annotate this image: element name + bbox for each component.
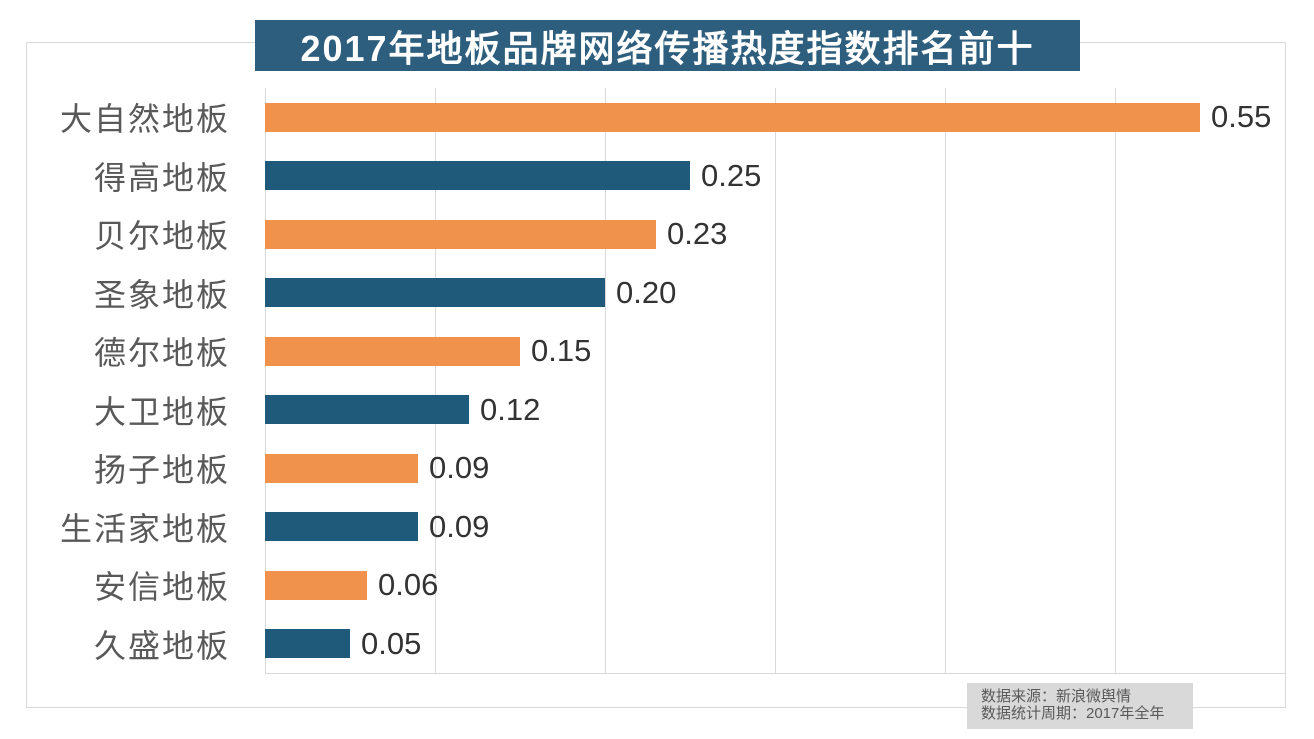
source-line-1: 数据来源：新浪微舆情 — [981, 688, 1132, 705]
value-label: 0.55 — [1211, 99, 1272, 135]
value-label: 0.12 — [480, 391, 541, 427]
value-label: 0.25 — [701, 157, 762, 193]
category-label: 扬子地板 — [93, 452, 230, 489]
bar — [265, 512, 418, 541]
category-label: 圣象地板 — [93, 276, 230, 313]
value-label: 0.23 — [667, 216, 728, 252]
value-label: 0.20 — [616, 274, 677, 310]
bar — [265, 337, 520, 366]
category-label: 生活家地板 — [59, 510, 230, 547]
bar — [265, 220, 656, 249]
bar — [265, 103, 1200, 132]
category-label: 德尔地板 — [93, 335, 230, 372]
gridline — [1285, 88, 1286, 673]
category-label: 安信地板 — [93, 569, 230, 606]
category-label: 得高地板 — [93, 159, 230, 196]
category-label: 久盛地板 — [93, 627, 230, 664]
source-note: 数据来源：新浪微舆情 数据统计周期：2017年全年 — [967, 683, 1193, 729]
x-axis-baseline — [265, 673, 1286, 674]
gridline — [1115, 88, 1116, 673]
gridline — [605, 88, 606, 673]
chart-title: 2017年地板品牌网络传播热度指数排名前十 — [255, 20, 1080, 71]
gridline — [265, 88, 266, 673]
bar — [265, 571, 367, 600]
gridline — [945, 88, 946, 673]
value-label: 0.05 — [361, 625, 422, 661]
category-label: 大自然地板 — [59, 101, 230, 138]
bar — [265, 395, 469, 424]
bar — [265, 454, 418, 483]
category-label: 贝尔地板 — [93, 218, 230, 255]
bar — [265, 161, 690, 190]
value-label: 0.06 — [378, 567, 439, 603]
gridline — [775, 88, 776, 673]
category-label: 大卫地板 — [93, 393, 230, 430]
source-line-2: 数据统计周期：2017年全年 — [981, 705, 1165, 722]
value-label: 0.09 — [429, 450, 490, 486]
bar — [265, 629, 350, 658]
value-label: 0.09 — [429, 508, 490, 544]
gridline — [435, 88, 436, 673]
value-label: 0.15 — [531, 333, 592, 369]
bar — [265, 278, 605, 307]
